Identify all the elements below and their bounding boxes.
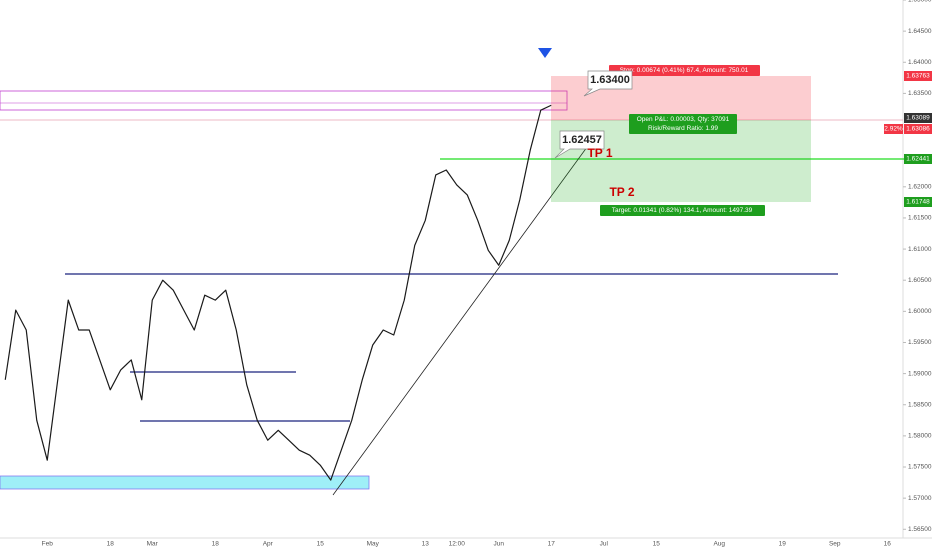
y-tick-label: 1.63500 [908, 90, 932, 97]
pnl-box [629, 114, 737, 134]
callout [554, 130, 605, 159]
price-line [4, 104, 552, 481]
x-tick-label: Apr [263, 541, 274, 548]
x-tick-label: Sep [829, 541, 841, 548]
y-tick-label: 1.58500 [908, 401, 932, 408]
x-tick-label: Mar [147, 541, 159, 548]
signal-arrow [538, 48, 552, 58]
price-label: 1.63763 [906, 73, 930, 80]
x-tick-label: 19 [779, 541, 787, 548]
change-box [884, 124, 903, 134]
x-tick-label: 16 [884, 541, 892, 548]
y-tick-label: 1.61000 [908, 246, 932, 253]
callout [583, 70, 633, 97]
x-tick-label: Feb [42, 541, 54, 548]
y-tick-label: 1.57000 [908, 495, 932, 502]
x-tick-label: May [367, 541, 380, 548]
tp1-label: TP 1 [587, 146, 612, 160]
x-tick-label: 15 [317, 541, 325, 548]
stop-label: Stop: 0.00674 (0.41%) 67.4, Amount: 750.… [620, 67, 749, 74]
pnl-label: Open P&L: 0.00003, Qty: 37091 [637, 116, 730, 123]
y-tick-label: 1.57500 [908, 464, 932, 471]
price-box [904, 113, 932, 123]
target-box [600, 205, 765, 216]
y-tick-label: 1.60000 [908, 308, 932, 315]
y-tick-label: 1.59500 [908, 339, 932, 346]
callout-label: 1.62457 [562, 134, 602, 146]
price-label: 1.63086 [906, 126, 930, 133]
y-tick-label: 1.62000 [908, 184, 932, 191]
x-tick-label: Jul [600, 541, 609, 548]
x-tick-label: 13 [422, 541, 430, 548]
callout-label: 1.63400 [590, 74, 630, 86]
target-label: Target: 0.01341 (0.82%) 134.1, Amount: 1… [612, 207, 753, 214]
y-tick-label: 1.59000 [908, 370, 932, 377]
y-tick-label: 1.60500 [908, 277, 932, 284]
y-tick-label: 1.56500 [908, 526, 932, 533]
x-tick-label: Aug [713, 541, 725, 548]
x-tick-label: 18 [212, 541, 220, 548]
change-label: 2.92% [884, 126, 903, 133]
y-tick-label: 1.64500 [908, 28, 932, 35]
x-tick-label: 17 [548, 541, 556, 548]
x-tick-label: 15 [653, 541, 661, 548]
price-label: 1.62441 [906, 156, 930, 163]
x-tick-label: 12:00 [449, 541, 466, 548]
y-tick-label: 1.65000 [908, 0, 932, 4]
price-label: 1.63089 [906, 115, 930, 122]
stop-box [609, 65, 760, 76]
tp2-label: TP 2 [609, 185, 634, 199]
y-tick-label: 1.58000 [908, 433, 932, 440]
trend-line [332, 142, 591, 496]
x-tick-label: Jun [494, 541, 505, 548]
support-zone [0, 475, 370, 490]
price-box [904, 197, 932, 207]
resistance-zone [0, 90, 568, 111]
series [4, 104, 552, 481]
price-box [904, 124, 932, 134]
price-label: 1.61748 [906, 199, 930, 206]
y-tick-label: 1.64000 [908, 59, 932, 66]
price-box [904, 71, 932, 81]
price-box [904, 154, 932, 164]
y-tick-label: 1.61500 [908, 215, 932, 222]
rr-label: Risk/Reward Ratio: 1.99 [648, 125, 718, 132]
x-tick-label: 18 [107, 541, 115, 548]
